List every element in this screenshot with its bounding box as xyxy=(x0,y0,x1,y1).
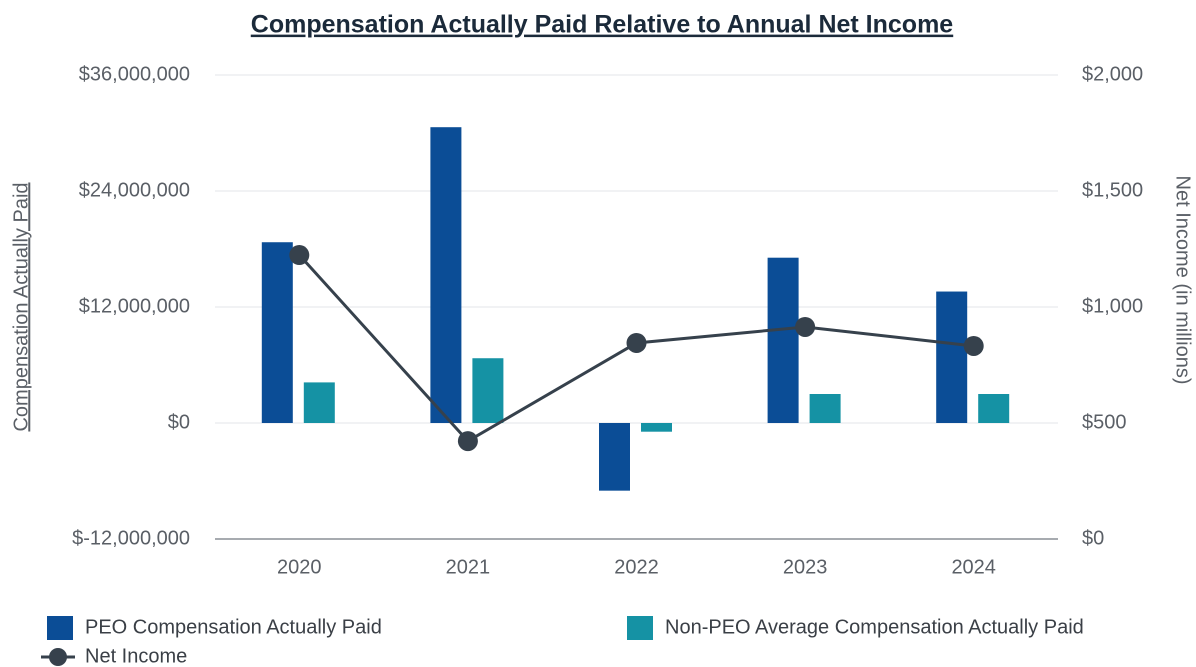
y2-tick-label: $0 xyxy=(1082,527,1104,549)
bar xyxy=(303,382,335,423)
y-tick-label: $36,000,000 xyxy=(79,63,190,85)
x-tick-label: 2024 xyxy=(951,556,996,578)
x-tick-label: 2023 xyxy=(783,556,828,578)
y2-tick-label: $1,000 xyxy=(1082,295,1143,317)
bar xyxy=(641,423,672,432)
bar xyxy=(599,423,630,491)
legend-swatch xyxy=(627,616,653,640)
y-tick-label: $0 xyxy=(168,411,190,433)
y2-axis-title: Net Income (in millions) xyxy=(1172,176,1194,385)
y-tick-label: $24,000,000 xyxy=(79,179,190,201)
y-tick-label: $-12,000,000 xyxy=(72,527,190,549)
bar xyxy=(430,127,462,423)
legend-marker xyxy=(49,648,67,666)
y2-tick-label: $1,500 xyxy=(1082,179,1143,201)
legend-label: Net Income xyxy=(85,645,187,667)
chart-title: Compensation Actually Paid Relative to A… xyxy=(251,11,954,39)
bar xyxy=(936,291,968,423)
bar xyxy=(767,257,799,423)
y2-tick-label: $500 xyxy=(1082,411,1127,433)
line-marker xyxy=(457,431,478,452)
x-tick-label: 2022 xyxy=(614,556,659,578)
legend-label: PEO Compensation Actually Paid xyxy=(85,616,382,638)
y-tick-label: $12,000,000 xyxy=(79,295,190,317)
bar xyxy=(472,358,504,423)
line-marker xyxy=(963,335,984,356)
y2-tick-label: $2,000 xyxy=(1082,63,1143,85)
bar xyxy=(978,394,1010,423)
line-marker xyxy=(289,245,310,266)
line-marker xyxy=(795,316,816,337)
bar xyxy=(261,242,293,423)
bar xyxy=(809,394,841,423)
legend-swatch xyxy=(47,616,73,640)
x-tick-label: 2021 xyxy=(446,556,491,578)
legend-label: Non-PEO Average Compensation Actually Pa… xyxy=(665,616,1084,638)
y-axis-title: Compensation Actually Paid xyxy=(10,182,32,431)
x-tick-label: 2020 xyxy=(277,556,322,578)
line-marker xyxy=(626,332,647,353)
